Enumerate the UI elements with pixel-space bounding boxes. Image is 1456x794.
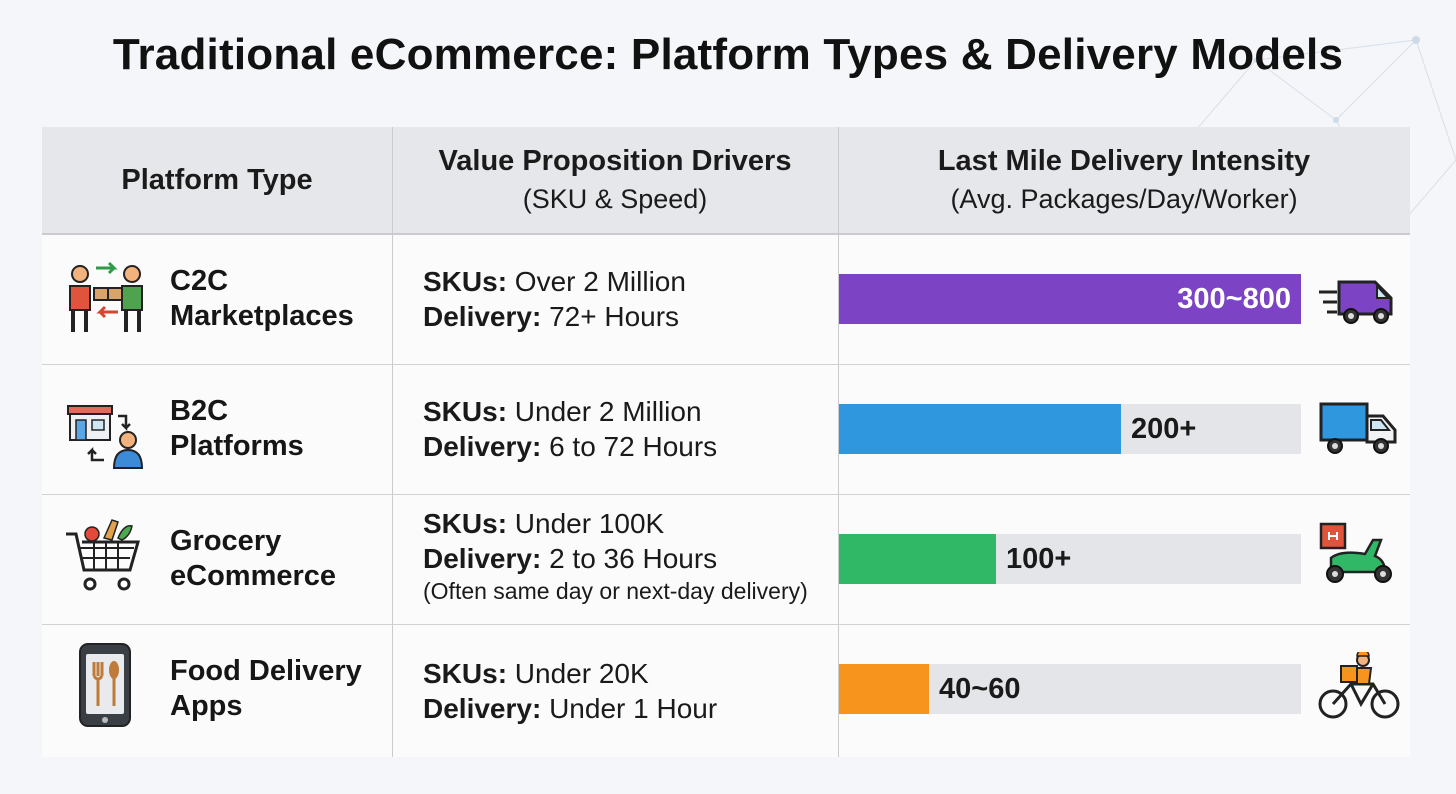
- sku-value: Under 20K: [507, 658, 649, 689]
- delivery-label: Delivery:: [423, 543, 542, 574]
- sku-label: SKUs:: [423, 508, 508, 539]
- header-delivery-intensity: Last Mile Delivery Intensity (Avg. Packa…: [838, 127, 1410, 233]
- sku-label: SKUs:: [423, 658, 508, 689]
- table-row: B2C Platforms SKUs: Under 2 Million Deli…: [42, 364, 1410, 494]
- delivery-value: Under 1 Hour: [541, 693, 718, 724]
- table-row: Food Delivery Apps SKUs: Under 20K Deliv…: [42, 624, 1410, 754]
- platform-name-line1: C2C: [170, 265, 229, 297]
- van-icon: [1319, 280, 1393, 324]
- page-title: Traditional eCommerce: Platform Types & …: [112, 30, 1344, 79]
- value-proposition: SKUs: Under 2 Million Delivery: 6 to 72 …: [423, 394, 717, 464]
- grocery-cart-icon: [66, 519, 140, 591]
- people-exchange-icon: [69, 261, 143, 332]
- platform-name-line2: Apps: [170, 690, 243, 722]
- platform-name-line2: Marketplaces: [170, 300, 354, 332]
- delivery-value: 2 to 36 Hours: [541, 543, 718, 574]
- table-row: C2C Marketplaces SKUs: Over 2 Million De…: [42, 234, 1410, 364]
- sku-value: Under 100K: [507, 508, 665, 539]
- header-value-title: Value Proposition Drivers: [438, 145, 792, 177]
- intensity-bar: [839, 404, 1121, 454]
- truck-icon: [1319, 402, 1397, 454]
- platform-name: Grocery eCommerce: [170, 524, 336, 594]
- intensity-track: 300~800: [839, 274, 1301, 324]
- delivery-note: (Often same day or next-day delivery): [423, 578, 808, 604]
- comparison-table: Platform Type Value Proposition Drivers …: [42, 127, 1410, 757]
- header-value-subtitle: (SKU & Speed): [522, 184, 708, 214]
- platform-name-line1: Grocery: [170, 525, 282, 557]
- intensity-bar: [839, 274, 1301, 324]
- delivery-value: 72+ Hours: [541, 301, 680, 332]
- row-divider: [42, 494, 1410, 495]
- sku-label: SKUs:: [423, 266, 508, 297]
- platform-name: Food Delivery Apps: [170, 654, 362, 724]
- table-row: Grocery eCommerce SKUs: Under 100K Deliv…: [42, 494, 1410, 624]
- value-proposition: SKUs: Over 2 Million Delivery: 72+ Hours: [423, 264, 686, 334]
- column-divider: [392, 127, 393, 757]
- bicycle-courier-icon: [1318, 652, 1400, 719]
- phone-cutlery-icon: [79, 643, 131, 727]
- sku-value: Over 2 Million: [507, 266, 686, 297]
- header-platform-type: Platform Type: [42, 127, 392, 233]
- row-divider: [42, 364, 1410, 365]
- intensity-value: 100+: [1006, 543, 1072, 575]
- value-proposition: SKUs: Under 20K Delivery: Under 1 Hour: [423, 656, 717, 726]
- delivery-label: Delivery:: [423, 693, 542, 724]
- header-delivery-subtitle: (Avg. Packages/Day/Worker): [950, 184, 1298, 214]
- scooter-icon: [1319, 522, 1392, 583]
- platform-name-line1: B2C: [170, 395, 229, 427]
- platform-name: C2C Marketplaces: [170, 264, 354, 334]
- delivery-label: Delivery:: [423, 431, 542, 462]
- intensity-value: 200+: [1131, 413, 1197, 445]
- intensity-track: 100+: [839, 534, 1301, 584]
- header-platform-label: Platform Type: [121, 163, 313, 196]
- header-value-proposition: Value Proposition Drivers (SKU & Speed): [392, 127, 838, 233]
- delivery-value: 6 to 72 Hours: [541, 431, 718, 462]
- intensity-value: 300~800: [1177, 283, 1291, 315]
- header-delivery-title: Last Mile Delivery Intensity: [937, 145, 1311, 177]
- table-header: Platform Type Value Proposition Drivers …: [42, 127, 1410, 235]
- intensity-track: 200+: [839, 404, 1301, 454]
- platform-name-line1: Food Delivery: [170, 655, 362, 687]
- intensity-bar: [839, 534, 996, 584]
- row-divider: [42, 624, 1410, 625]
- delivery-label: Delivery:: [423, 301, 542, 332]
- platform-name-line2: eCommerce: [170, 560, 337, 592]
- sku-label: SKUs:: [423, 396, 508, 427]
- platform-name: B2C Platforms: [170, 394, 304, 464]
- intensity-bar: [839, 664, 929, 714]
- platform-name-line2: Platforms: [170, 430, 304, 462]
- value-proposition: SKUs: Under 100K Delivery: 2 to 36 Hours…: [423, 506, 808, 606]
- column-divider: [838, 127, 839, 757]
- store-customer-icon: [67, 405, 144, 469]
- sku-value: Under 2 Million: [507, 396, 702, 427]
- intensity-value: 40~60: [939, 673, 1021, 705]
- intensity-track: 40~60: [839, 664, 1301, 714]
